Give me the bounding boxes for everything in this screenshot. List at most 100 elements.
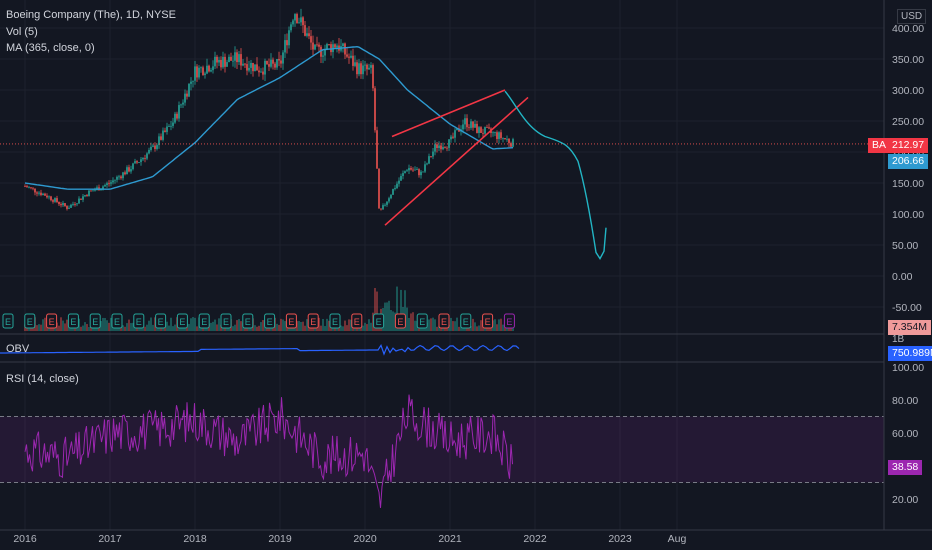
candle-body <box>314 44 316 50</box>
volume-bar <box>214 319 216 331</box>
earnings-marker <box>133 313 145 329</box>
volume-bar <box>90 325 92 331</box>
volume-bar <box>320 325 322 331</box>
candle-body <box>222 56 224 68</box>
candle-body <box>232 60 234 62</box>
candle-body <box>54 198 56 202</box>
volume-bar <box>406 307 408 331</box>
candle-body <box>302 17 304 26</box>
candle-body <box>392 189 394 195</box>
candle-body <box>330 44 332 53</box>
volume-bar <box>436 326 438 331</box>
candle-body <box>236 52 238 63</box>
candle-body <box>324 49 326 56</box>
volume-bar <box>148 320 150 331</box>
candle-body <box>26 186 28 188</box>
volume-bar <box>192 317 194 331</box>
volume-bar <box>474 322 476 331</box>
ma-legend[interactable]: MA (365, close, 0) <box>6 42 95 54</box>
earnings-marker-label: E <box>179 317 185 327</box>
volume-bar <box>190 318 192 331</box>
candle-body <box>104 185 106 187</box>
volume-bar <box>446 326 448 331</box>
candle-body <box>396 183 398 189</box>
candle-body <box>364 64 366 66</box>
volume-bar <box>218 318 220 331</box>
candle-body <box>228 56 230 63</box>
volume-bar <box>142 326 144 331</box>
earnings-marker <box>482 313 494 329</box>
volume-bar <box>168 325 170 331</box>
volume-bar <box>86 324 88 331</box>
obv-label[interactable]: OBV <box>6 343 30 355</box>
candle-body <box>468 127 470 129</box>
candle-body <box>72 204 74 205</box>
candle-body <box>56 198 58 202</box>
candle-body <box>426 163 428 165</box>
candle-body <box>464 118 466 125</box>
earnings-marker <box>285 313 297 329</box>
rsi-tick-label: 60.00 <box>892 428 918 440</box>
obv-pane <box>0 344 520 356</box>
price-tick-label: 300.00 <box>892 85 924 97</box>
candle-body <box>308 33 310 37</box>
vol-legend[interactable]: Vol (5) <box>6 26 38 38</box>
candle-body <box>192 80 194 82</box>
candle-body <box>428 156 430 164</box>
volume-bar <box>196 326 198 331</box>
candle-body <box>42 193 44 196</box>
currency-label[interactable]: USD <box>897 9 927 24</box>
volume-bar <box>498 319 500 331</box>
earnings-marker-label: E <box>288 317 294 327</box>
volume-bar <box>300 321 302 331</box>
volume-bar <box>438 326 440 331</box>
candle-body <box>410 168 412 170</box>
candle-body <box>82 196 84 200</box>
candle-body <box>226 62 228 67</box>
rsi-tick-label: 20.00 <box>892 494 918 506</box>
earnings-marker-label: E <box>485 317 491 327</box>
candle-body <box>86 195 88 197</box>
candle-body <box>434 144 436 152</box>
volume-bar <box>66 319 68 331</box>
candle-body <box>260 71 262 73</box>
volume-bar <box>40 324 42 331</box>
symbol-badge: BA <box>868 138 891 153</box>
candle-body <box>296 14 298 24</box>
volume-bar <box>302 321 304 331</box>
candle-body <box>492 132 494 134</box>
candle-body <box>170 125 172 127</box>
candle-body <box>262 71 264 75</box>
earnings-marker-label: E <box>70 317 76 327</box>
candle-body <box>208 65 210 72</box>
volume-bar <box>64 323 66 331</box>
earnings-marker-label: E <box>267 317 273 327</box>
volume-bar <box>322 318 324 331</box>
candle-body <box>122 172 124 179</box>
candle-body <box>114 179 116 181</box>
earnings-marker-label: E <box>223 317 229 327</box>
candle-body <box>310 36 312 43</box>
candle-body <box>268 64 270 67</box>
candle-body <box>472 121 474 128</box>
volume-bar <box>472 318 474 331</box>
volume-bar <box>376 291 378 331</box>
volume-bar <box>502 324 504 331</box>
ma-365-line <box>24 45 514 190</box>
volume-bar <box>428 319 430 331</box>
volume-bar <box>396 286 398 331</box>
candle-body <box>446 147 448 149</box>
volume-bar <box>392 311 394 331</box>
candle-body <box>248 67 250 71</box>
candle-body <box>134 161 136 164</box>
candle-body <box>358 63 360 75</box>
volume-bar <box>62 320 64 331</box>
time-tick-label: 2016 <box>13 533 37 545</box>
obv-badge: 750.989M <box>888 346 932 361</box>
rsi-label[interactable]: RSI (14, close) <box>6 373 79 385</box>
earnings-marker <box>111 313 123 329</box>
volume-bar <box>104 318 106 331</box>
candle-body <box>116 176 118 180</box>
candle-body <box>376 130 378 169</box>
